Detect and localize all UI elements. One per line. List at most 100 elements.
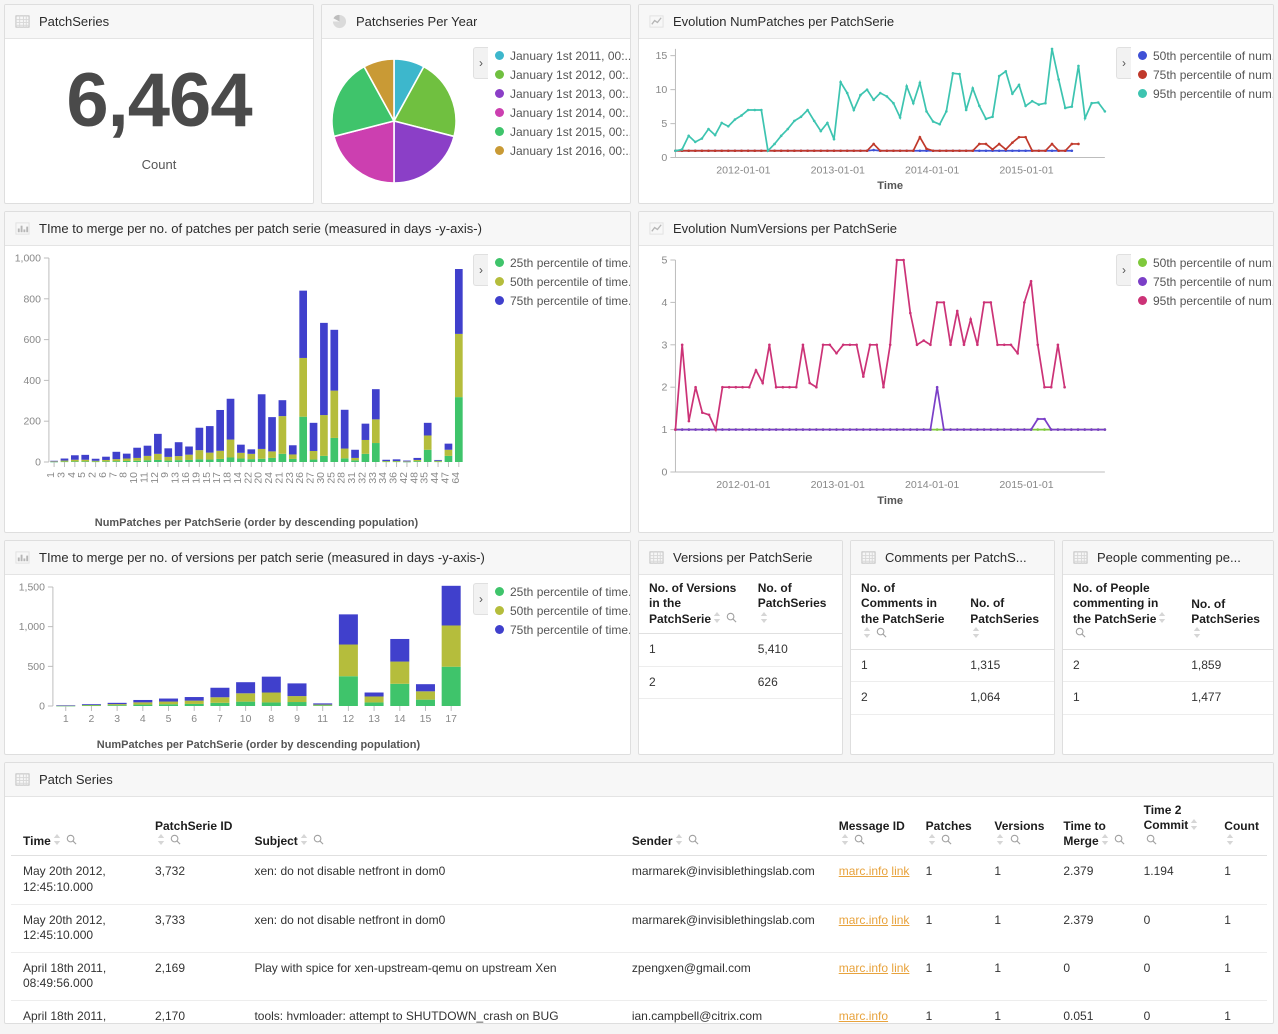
data-point[interactable] bbox=[976, 343, 979, 347]
column-header[interactable]: No. of People commenting in the PatchSer… bbox=[1063, 575, 1182, 650]
bar-segment[interactable] bbox=[174, 460, 183, 462]
bar-segment[interactable] bbox=[299, 290, 308, 358]
data-point[interactable] bbox=[848, 428, 852, 431]
column-header[interactable]: No. of PatchSeries bbox=[747, 575, 842, 635]
data-point[interactable] bbox=[761, 428, 765, 431]
data-point[interactable] bbox=[674, 149, 677, 153]
message-id-link[interactable]: marc.info bbox=[838, 864, 889, 879]
legend-item[interactable]: January 1st 2012, 00:... bbox=[495, 65, 630, 84]
bar-segment[interactable] bbox=[413, 457, 422, 460]
bar-segment[interactable] bbox=[154, 433, 162, 454]
data-point[interactable] bbox=[978, 104, 981, 108]
data-point[interactable] bbox=[1057, 149, 1060, 153]
bar-segment[interactable] bbox=[210, 687, 230, 698]
data-point[interactable] bbox=[1096, 101, 1100, 104]
sort-icon[interactable] bbox=[1226, 834, 1234, 849]
data-point[interactable] bbox=[969, 428, 972, 431]
bar-segment[interactable] bbox=[441, 585, 461, 626]
data-point[interactable] bbox=[773, 142, 776, 146]
data-point[interactable] bbox=[808, 381, 811, 385]
data-point[interactable] bbox=[760, 149, 763, 153]
data-point[interactable] bbox=[1036, 417, 1040, 421]
data-point[interactable] bbox=[925, 147, 928, 151]
data-point[interactable] bbox=[781, 428, 785, 431]
data-point[interactable] bbox=[862, 428, 865, 431]
data-point[interactable] bbox=[707, 413, 711, 417]
data-point[interactable] bbox=[1017, 149, 1021, 153]
data-point[interactable] bbox=[971, 86, 975, 90]
data-point[interactable] bbox=[788, 428, 791, 431]
bar-segment[interactable] bbox=[159, 704, 179, 706]
legend-collapse-toggle[interactable]: › bbox=[473, 583, 488, 615]
bar-segment[interactable] bbox=[299, 357, 308, 417]
data-point[interactable] bbox=[734, 385, 738, 389]
data-point[interactable] bbox=[1049, 385, 1053, 389]
bar-segment[interactable] bbox=[184, 697, 204, 701]
data-point[interactable] bbox=[815, 385, 818, 389]
data-point[interactable] bbox=[1030, 99, 1034, 103]
bar-segment[interactable] bbox=[444, 443, 453, 450]
bar-segment[interactable] bbox=[413, 459, 422, 462]
data-point[interactable] bbox=[801, 428, 805, 431]
data-point[interactable] bbox=[1076, 428, 1080, 431]
data-point[interactable] bbox=[799, 115, 803, 119]
bar-segment[interactable] bbox=[423, 435, 432, 450]
table-row[interactable]: April 18th 2011, 2,170 tools: hvmloader: a… bbox=[11, 1000, 1267, 1023]
data-point[interactable] bbox=[888, 343, 892, 347]
data-point[interactable] bbox=[746, 149, 750, 153]
bar-segment[interactable] bbox=[143, 460, 152, 462]
data-point[interactable] bbox=[768, 428, 771, 431]
bar-segment[interactable] bbox=[392, 460, 401, 462]
data-point[interactable] bbox=[1004, 70, 1008, 73]
bar-segment[interactable] bbox=[91, 458, 100, 461]
data-point[interactable] bbox=[938, 122, 942, 126]
bar-segment[interactable] bbox=[261, 676, 281, 693]
data-point[interactable] bbox=[720, 149, 724, 153]
bar-segment[interactable] bbox=[390, 638, 410, 662]
data-point[interactable] bbox=[1063, 106, 1067, 110]
data-point[interactable] bbox=[882, 385, 885, 389]
data-point[interactable] bbox=[1096, 428, 1100, 431]
data-point[interactable] bbox=[845, 91, 849, 95]
data-point[interactable] bbox=[1043, 428, 1046, 431]
bar-segment[interactable] bbox=[60, 461, 69, 463]
search-icon[interactable] bbox=[854, 834, 865, 849]
data-point[interactable] bbox=[835, 351, 838, 355]
data-point[interactable] bbox=[845, 149, 849, 153]
data-point[interactable] bbox=[741, 428, 744, 431]
bar-segment[interactable] bbox=[454, 397, 463, 462]
data-point[interactable] bbox=[935, 301, 939, 304]
data-point[interactable] bbox=[859, 149, 862, 153]
data-point[interactable] bbox=[828, 343, 832, 347]
column-header[interactable]: Patches bbox=[917, 797, 987, 857]
data-point[interactable] bbox=[1017, 135, 1021, 139]
data-point[interactable] bbox=[935, 428, 939, 431]
bar-segment[interactable] bbox=[71, 459, 79, 462]
data-point[interactable] bbox=[1002, 428, 1006, 431]
legend-item[interactable]: 25th percentile of time... bbox=[495, 582, 630, 601]
data-point[interactable] bbox=[945, 149, 948, 153]
bar-segment[interactable] bbox=[413, 461, 422, 462]
data-point[interactable] bbox=[989, 301, 993, 304]
data-point[interactable] bbox=[1090, 428, 1093, 431]
bar-segment[interactable] bbox=[351, 449, 359, 458]
data-point[interactable] bbox=[700, 411, 704, 414]
sort-icon[interactable] bbox=[1190, 818, 1198, 834]
data-point[interactable] bbox=[812, 119, 816, 123]
data-point[interactable] bbox=[962, 343, 966, 347]
data-point[interactable] bbox=[964, 108, 968, 112]
bar-segment[interactable] bbox=[236, 693, 256, 702]
bar-segment[interactable] bbox=[257, 394, 266, 449]
message-id-link[interactable]: link bbox=[891, 864, 910, 879]
table-row[interactable]: 2 626 bbox=[639, 666, 842, 700]
data-point[interactable] bbox=[865, 88, 869, 91]
data-point[interactable] bbox=[727, 428, 731, 431]
data-point[interactable] bbox=[815, 428, 818, 431]
bar-segment[interactable] bbox=[434, 461, 442, 463]
column-header[interactable]: Count bbox=[1216, 797, 1267, 857]
bar-segment[interactable] bbox=[107, 702, 127, 705]
data-point[interactable] bbox=[687, 428, 691, 431]
data-point[interactable] bbox=[915, 428, 919, 431]
bar-segment[interactable] bbox=[159, 698, 179, 702]
column-header[interactable]: No. of PatchSeries bbox=[960, 575, 1054, 650]
